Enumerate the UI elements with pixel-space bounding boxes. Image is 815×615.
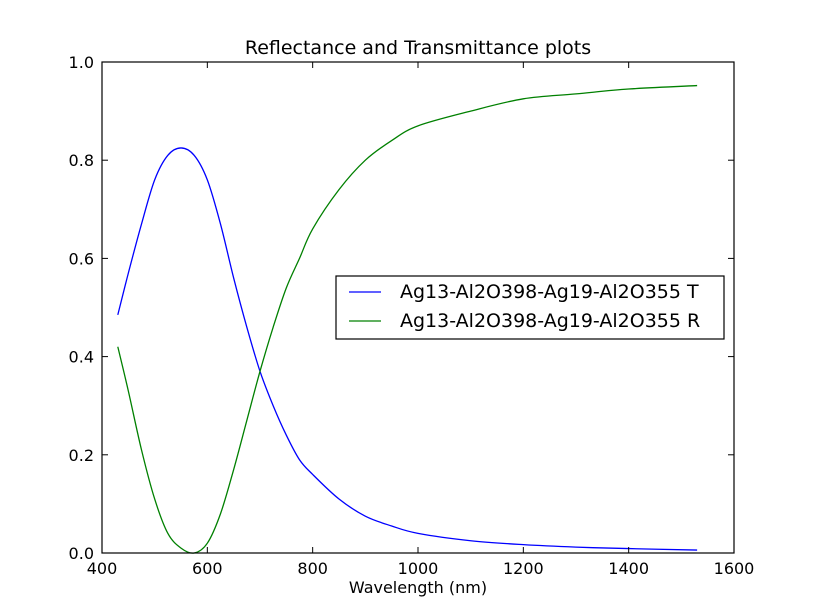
y-axis-ticks: 0.0 0.2 0.4 0.6 0.8 1.0	[69, 53, 734, 563]
x-tick-label: 1000	[398, 559, 439, 578]
legend-label-transmittance: Ag13-Al2O398-Ag19-Al2O355 T	[400, 281, 699, 303]
legend-box	[335, 275, 725, 340]
series-line-transmittance	[117, 147, 698, 551]
legend-label-reflectance: Ag13-Al2O398-Ag19-Al2O355 R	[400, 310, 700, 332]
x-tick-label: 600	[192, 559, 223, 578]
y-tick-label: 0.2	[69, 446, 94, 465]
x-axis-ticks: 400 600 800 1000 1200 1400 1600	[87, 62, 755, 578]
x-tick-label: 800	[297, 559, 328, 578]
y-tick-label: 0.0	[69, 544, 94, 563]
y-tick-label: 0.4	[69, 348, 94, 367]
legend: Ag13-Al2O398-Ag19-Al2O355 T Ag13-Al2O398…	[335, 275, 725, 340]
x-tick-label: 1200	[503, 559, 544, 578]
x-tick-label: 1400	[608, 559, 649, 578]
chart-title: Reflectance and Transmittance plots	[245, 37, 591, 59]
x-tick-label: 1600	[714, 559, 755, 578]
y-tick-label: 0.6	[69, 249, 94, 268]
x-axis-label: Wavelength (nm)	[349, 578, 487, 597]
x-tick-label: 400	[87, 559, 118, 578]
series-layer	[117, 84, 698, 554]
series-line-reflectance	[117, 84, 698, 554]
y-tick-label: 1.0	[69, 53, 94, 72]
y-tick-label: 0.8	[69, 151, 94, 170]
